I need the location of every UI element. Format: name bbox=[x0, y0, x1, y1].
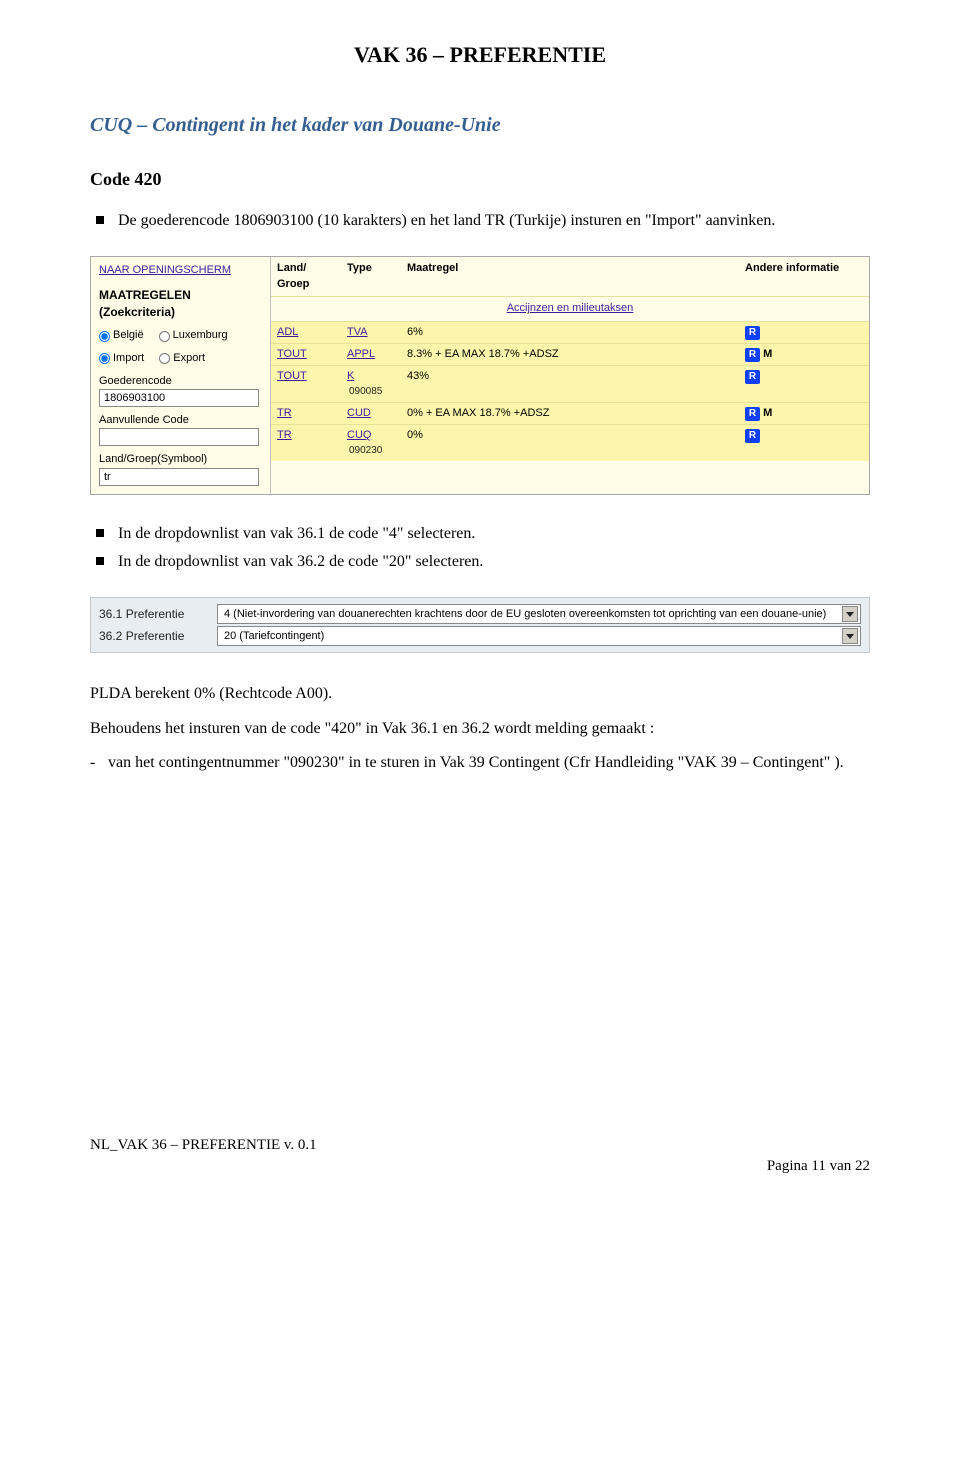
col-maatregel: Maatregel bbox=[401, 257, 739, 296]
table-row: TOUT K 090085 43% R bbox=[271, 366, 869, 402]
pref1-label: 36.1 Preferentie bbox=[99, 606, 209, 623]
chevron-down-icon[interactable] bbox=[842, 628, 858, 644]
pref1-dropdown[interactable]: 4 (Niet-invordering van douanerechten kr… bbox=[217, 604, 861, 624]
cell-maatregel: 8.3% + EA MAX 18.7% +ADSZ bbox=[401, 343, 739, 365]
link-type[interactable]: K bbox=[347, 370, 354, 382]
intro-list: De goederencode 1806903100 (10 karakters… bbox=[90, 210, 870, 232]
badge-r-icon[interactable]: R bbox=[745, 348, 760, 362]
link-landgroep[interactable]: TR bbox=[277, 429, 292, 441]
pref2-value: 20 (Tariefcontingent) bbox=[224, 629, 324, 644]
table-row: ADL TVA 6% R bbox=[271, 321, 869, 343]
radio-luxemburg-label: Luxemburg bbox=[173, 328, 228, 343]
section-accijnzen: Accijnzen en milieutaksen bbox=[271, 297, 869, 321]
dropdown-instruction-list: In de dropdownlist van vak 36.1 de code … bbox=[90, 523, 870, 574]
col-type: Type bbox=[341, 257, 401, 296]
chevron-down-icon[interactable] bbox=[842, 606, 858, 622]
dash-list: van het contingentnummer "090230" in te … bbox=[90, 752, 870, 774]
badge-r-icon[interactable]: R bbox=[745, 370, 760, 384]
subrow: 090230 bbox=[347, 444, 395, 458]
pref2-dropdown[interactable]: 20 (Tariefcontingent) bbox=[217, 626, 861, 646]
footer-page-number: Pagina 11 van 22 bbox=[90, 1156, 870, 1177]
radio-export[interactable]: Export bbox=[159, 351, 205, 366]
cell-maatregel: 43% bbox=[401, 366, 739, 402]
page-footer: NL_VAK 36 – PREFERENTIE v. 0.1 Pagina 11… bbox=[90, 1135, 870, 1177]
label-aanvullende-code: Aanvullende Code bbox=[99, 413, 262, 428]
search-panel: NAAR OPENINGSCHERM MAATREGELEN (Zoekcrit… bbox=[91, 257, 271, 493]
list-item: In de dropdownlist van vak 36.2 de code … bbox=[90, 551, 870, 573]
table-row: TR CUQ 090230 0% R bbox=[271, 425, 869, 461]
cell-maatregel: 0% bbox=[401, 425, 739, 461]
link-type[interactable]: APPL bbox=[347, 348, 375, 360]
col-info: Andere informatie bbox=[739, 257, 869, 296]
link-type[interactable]: CUQ bbox=[347, 429, 371, 441]
link-type[interactable]: CUD bbox=[347, 407, 371, 419]
pref1-value: 4 (Niet-invordering van douanerechten kr… bbox=[224, 607, 826, 622]
label-goederencode: Goederencode bbox=[99, 374, 262, 389]
badge-m: M bbox=[763, 407, 772, 419]
plda-paragraph: PLDA berekent 0% (Rechtcode A00). bbox=[90, 683, 870, 705]
panel-heading: MAATREGELEN (Zoekcriteria) bbox=[99, 287, 262, 321]
radio-belgie[interactable]: België bbox=[99, 328, 144, 343]
link-landgroep[interactable]: TOUT bbox=[277, 370, 307, 382]
input-aanvullende-code[interactable] bbox=[99, 428, 259, 446]
radio-export-label: Export bbox=[173, 351, 205, 366]
input-goederencode[interactable] bbox=[99, 389, 259, 407]
subrow: 090085 bbox=[347, 385, 395, 399]
list-item: In de dropdownlist van vak 36.1 de code … bbox=[90, 523, 870, 545]
radio-luxemburg[interactable]: Luxemburg bbox=[159, 328, 228, 343]
measures-table: Land/ Groep Type Maatregel Andere inform… bbox=[271, 257, 869, 460]
page-title: VAK 36 – PREFERENTIE bbox=[90, 40, 870, 71]
table-row: TOUT APPL 8.3% + EA MAX 18.7% +ADSZ R M bbox=[271, 343, 869, 365]
col-landgroep: Land/ Groep bbox=[271, 257, 341, 296]
label-landgroep: Land/Groep(Symbool) bbox=[99, 452, 262, 467]
cell-maatregel: 0% + EA MAX 18.7% +ADSZ bbox=[401, 402, 739, 424]
screenshot-maatregelen: NAAR OPENINGSCHERM MAATREGELEN (Zoekcrit… bbox=[90, 256, 870, 494]
link-type[interactable]: TVA bbox=[347, 326, 368, 338]
radio-import[interactable]: Import bbox=[99, 351, 144, 366]
link-landgroep[interactable]: ADL bbox=[277, 326, 298, 338]
section-subtitle: CUQ – Contingent in het kader van Douane… bbox=[90, 111, 870, 139]
badge-r-icon[interactable]: R bbox=[745, 429, 760, 443]
list-item: De goederencode 1806903100 (10 karakters… bbox=[90, 210, 870, 232]
link-landgroep[interactable]: TOUT bbox=[277, 348, 307, 360]
radio-belgie-label: België bbox=[113, 328, 144, 343]
pref2-label: 36.2 Preferentie bbox=[99, 628, 209, 645]
radio-import-label: Import bbox=[113, 351, 144, 366]
badge-m: M bbox=[763, 348, 772, 360]
behoudens-paragraph: Behoudens het insturen van de code "420"… bbox=[90, 718, 870, 740]
table-row: TR CUD 0% + EA MAX 18.7% +ADSZ R M bbox=[271, 402, 869, 424]
footer-doc-id: NL_VAK 36 – PREFERENTIE v. 0.1 bbox=[90, 1135, 870, 1156]
link-landgroep[interactable]: TR bbox=[277, 407, 292, 419]
cell-maatregel: 6% bbox=[401, 321, 739, 343]
badge-r-icon[interactable]: R bbox=[745, 407, 760, 421]
nav-openingscherm-link[interactable]: NAAR OPENINGSCHERM bbox=[99, 263, 262, 278]
code-heading: Code 420 bbox=[90, 167, 870, 192]
input-landgroep[interactable] bbox=[99, 468, 259, 486]
list-item: van het contingentnummer "090230" in te … bbox=[90, 752, 870, 774]
badge-r-icon[interactable]: R bbox=[745, 326, 760, 340]
screenshot-preferentie: 36.1 Preferentie 4 (Niet-invordering van… bbox=[90, 597, 870, 653]
